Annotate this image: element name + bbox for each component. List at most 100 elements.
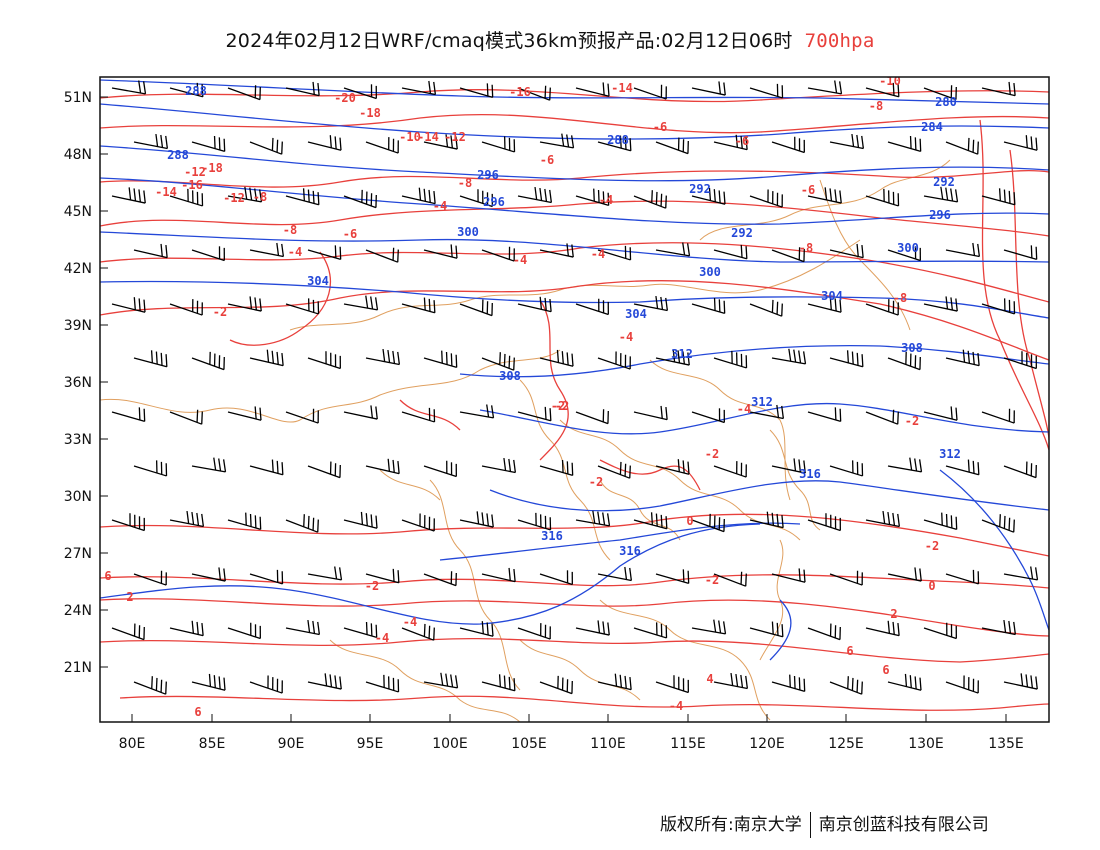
x-tick-label: 100E [432,736,468,752]
wind-barb [829,676,863,695]
wind-barb [481,246,515,262]
wind-barb [655,675,689,694]
wind-barb [459,511,494,528]
temperature-contour [100,279,1049,361]
wind-barb [691,297,726,314]
wind-barb [285,298,320,315]
temperature-label: 6 [846,644,853,658]
geopotential-label: 280 [935,95,957,109]
temperature-contour [100,637,1049,663]
x-tick-label: 80E [119,736,146,752]
temperature-label: -8 [253,190,267,204]
temperature-label: 0 [686,514,693,528]
geopotential-contour [100,79,1049,105]
wind-barb [227,512,262,530]
temperature-label: -18 [201,161,223,175]
wind-barb [401,513,435,532]
wind-barb [597,461,631,479]
wind-barb [749,621,784,638]
temperature-contour [539,299,569,461]
wind-barb [365,137,399,154]
wind-barb [307,461,341,479]
wind-barb [633,512,668,530]
temperature-label: -2 [705,447,719,461]
wind-barb [111,407,146,422]
wind-barbs [111,80,1039,695]
wind-barb [169,82,204,98]
geopotential-label: 312 [671,347,693,361]
wind-barb [945,349,980,367]
temperature-contour [100,513,1049,557]
y-tick-label: 30N [64,489,92,505]
wind-barb [597,351,631,370]
wind-barb [365,458,400,475]
temperature-labels: -10-20 -16 -14-12-8-18-14 -12-10-6-8-6-18-1… [104,77,939,719]
temperature-label: -6 [801,183,815,197]
wind-barb [133,676,167,695]
border-line [599,479,681,541]
wind-barb [401,407,436,423]
border-line [289,239,861,331]
temperature-label: -2 [925,539,939,553]
wind-barb [691,81,726,96]
y-axis: 51N 48N 45N 42N 39N 36N 33N 30N 27N 24N 21N [64,90,108,676]
wind-barb [923,186,959,203]
geopotential-contour [769,599,792,661]
temperature-label: -4 [669,699,683,713]
wind-barb [249,459,284,476]
wind-barb [887,673,922,691]
wind-barb [227,186,263,203]
wind-barb [133,570,167,586]
temperature-label: -6 [653,120,667,134]
wind-barb [887,351,921,371]
wind-barb [575,82,610,97]
wind-barb [887,135,922,152]
x-axis: 80E 85E 90E 95E 100E 105E 110E 115E 120E 125E 130E… [119,714,1024,752]
temperature-label: -16 [181,178,203,192]
temperature-label: 6 [882,663,889,677]
wind-barb [633,84,667,100]
wind-barb [713,134,748,151]
wind-barb [713,571,747,587]
x-tick-label: 130E [908,736,944,752]
wind-barb [307,245,342,260]
wind-barb [691,408,725,424]
wind-barb [691,513,725,533]
wind-barb [517,406,552,422]
wind-barb [981,298,1016,315]
wind-barb [191,246,225,262]
wind-barb [807,623,841,641]
border-line [429,479,521,691]
wind-barb [343,405,378,420]
wind-barb [655,569,690,584]
temperature-label: -14 [417,130,439,144]
wind-barb [771,247,805,263]
wind-barb [771,568,806,583]
geopotential-label: 308 [901,341,923,355]
temperature-label: -2 [213,305,227,319]
wind-barb [111,623,145,641]
border-line [649,359,791,501]
geopotential-contours [100,79,1049,661]
x-tick-label: 115E [670,736,706,752]
y-tick-label: 39N [64,318,92,334]
wind-barb [633,190,667,209]
border-line [519,639,641,701]
wind-barb [285,619,321,636]
wind-barb [887,457,923,473]
temperature-label: 2 [890,607,897,621]
temperature-label: -20 [334,91,356,105]
temperature-contour [100,598,1049,637]
wind-barb [539,133,575,149]
wind-barb [691,619,727,635]
temperature-label: -8 [869,99,883,113]
temperature-label: -4 [737,402,751,416]
temperature-label: -8 [893,291,907,305]
wind-barb [575,620,610,636]
border-line [100,349,561,423]
wind-barb [133,460,168,477]
wind-barb [191,673,226,691]
temperature-label: -4 [619,330,633,344]
wind-barb [981,514,1015,533]
temperature-label: -6 [540,153,554,167]
